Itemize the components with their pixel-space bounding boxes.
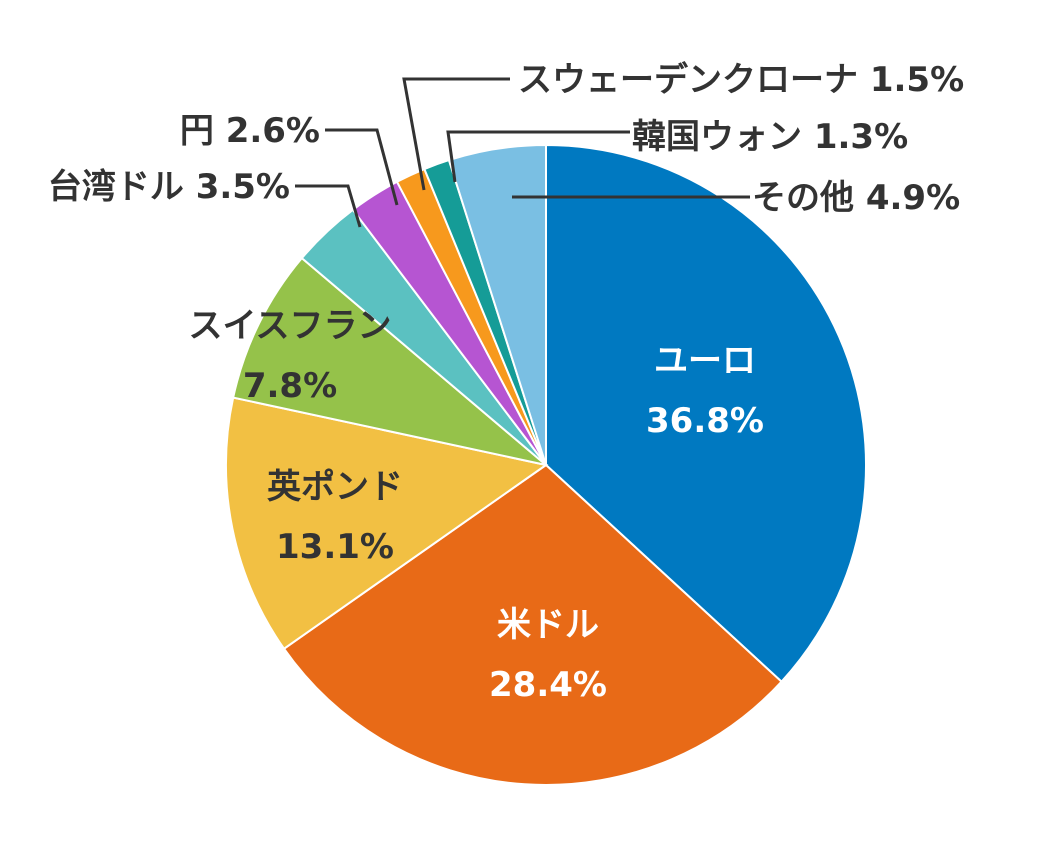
pie-slice-chf [231, 256, 547, 466]
slice-label-chf-value: 7.8% [243, 366, 337, 406]
slice-labels: ユーロ 36.8% 米ドル 28.4% 英ポンド 13.1% スイスフラン 7.8% 台湾ドル … [48, 60, 964, 705]
callout-leader-lines [295, 77, 750, 228]
pie-slice-gbp [225, 396, 549, 651]
slice-label-other: その他 4.9% [752, 178, 960, 218]
slice-label-gbp-name: 英ポンド [267, 467, 403, 507]
slice-label-euro-value: 36.8% [646, 401, 764, 441]
slice-label-gbp-value: 13.1% [276, 527, 394, 567]
leader-line-jpy [325, 128, 399, 206]
slice-label-euro-name: ユーロ [654, 341, 756, 381]
leader-line-krw [446, 130, 630, 183]
leader-line-twd [295, 184, 362, 228]
slice-label-jpy: 円 2.6% [180, 111, 320, 151]
slice-label-twd: 台湾ドル 3.5% [48, 167, 290, 207]
pie-slice-euro [545, 143, 867, 684]
pie-slice-other [447, 143, 547, 466]
slice-label-sek: スウェーデンクローナ 1.5% [518, 60, 964, 100]
slice-label-krw: 韓国ウォン 1.3% [632, 117, 908, 157]
leader-line-sek [402, 77, 510, 191]
pie-slices [225, 143, 867, 786]
pie-slice-usd [282, 463, 783, 786]
slice-label-usd-name: 米ドル [497, 605, 599, 645]
slice-label-chf-name: スイスフラン [189, 306, 392, 346]
slice-label-usd-value: 28.4% [489, 665, 607, 705]
